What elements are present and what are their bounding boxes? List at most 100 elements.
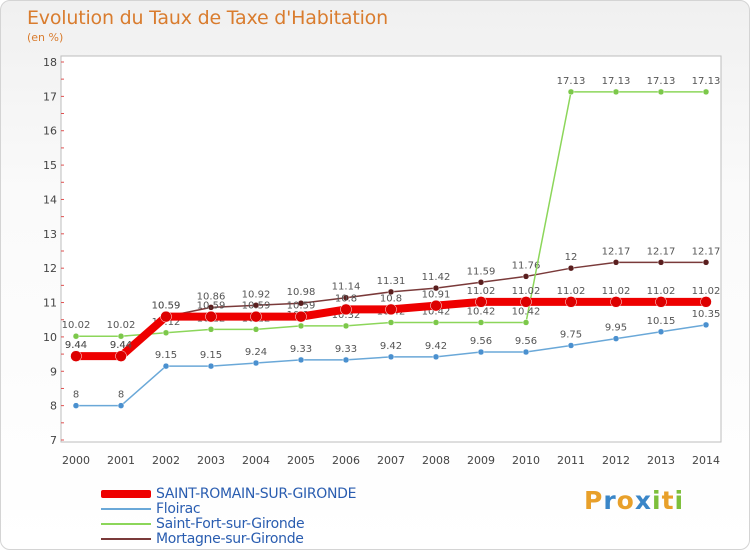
x-tick-label: 2011 xyxy=(557,454,585,467)
data-label-floirac: 9.42 xyxy=(380,341,402,352)
logo-letter: P xyxy=(584,486,604,515)
data-label-floirac: 9.15 xyxy=(155,350,177,361)
data-point-mortagne-sur-gironde xyxy=(567,264,575,272)
data-label-mortagne-sur-gironde: 11.31 xyxy=(377,276,406,287)
data-point-mortagne-sur-gironde xyxy=(252,302,260,309)
data-label-saint-romain-sur-gironde: 10.59 xyxy=(287,301,316,312)
legend-swatch xyxy=(101,538,151,540)
data-point-saint-romain-sur-gironde xyxy=(385,303,397,316)
logo-letter: t xyxy=(661,486,675,515)
x-tick-label: 2002 xyxy=(152,454,180,467)
data-label-mortagne-sur-gironde: 12.17 xyxy=(647,246,676,257)
data-label-saint-romain-sur-gironde: 10.59 xyxy=(152,301,181,312)
y-tick-label: 7 xyxy=(50,434,57,447)
data-label-mortagne-sur-gironde: 10.59 xyxy=(152,301,181,312)
data-point-mortagne-sur-gironde xyxy=(342,294,350,301)
data-label-saint-fort-sur-gironde: 10.32 xyxy=(332,310,361,321)
data-point-saint-fort-sur-gironde xyxy=(657,88,665,96)
data-label-saint-fort-sur-gironde: 10.42 xyxy=(512,306,541,317)
legend-swatch xyxy=(101,508,151,510)
data-label-saint-fort-sur-gironde: 10.02 xyxy=(62,320,91,331)
data-point-saint-romain-sur-gironde xyxy=(340,303,352,316)
data-point-saint-fort-sur-gironde xyxy=(117,332,125,340)
data-point-floirac xyxy=(567,342,575,349)
data-point-saint-romain-sur-gironde xyxy=(610,296,622,308)
data-point-saint-fort-sur-gironde xyxy=(432,319,440,326)
y-tick-label: 17 xyxy=(43,90,57,103)
data-label-saint-romain-sur-gironde: 11.02 xyxy=(602,286,631,297)
data-label-mortagne-sur-gironde: 12 xyxy=(565,252,578,263)
data-label-mortagne-sur-gironde: 11.42 xyxy=(422,272,451,283)
legend-swatch xyxy=(101,490,151,498)
y-tick-label: 16 xyxy=(43,125,57,138)
y-tick-label: 14 xyxy=(43,193,57,206)
data-point-saint-romain-sur-gironde xyxy=(115,350,127,362)
x-tick-label: 2014 xyxy=(692,454,720,467)
logo-letter: i xyxy=(674,486,685,515)
data-label-saint-romain-sur-gironde: 9.44 xyxy=(110,340,132,351)
data-label-floirac: 9.95 xyxy=(605,323,627,334)
data-label-floirac: 9.15 xyxy=(200,350,222,361)
plot-area xyxy=(60,55,722,443)
data-point-floirac xyxy=(657,328,665,336)
data-point-saint-fort-sur-gironde xyxy=(387,319,395,326)
data-label-mortagne-sur-gironde: 9.44 xyxy=(110,340,132,351)
data-point-mortagne-sur-gironde xyxy=(207,304,215,311)
data-point-floirac xyxy=(387,353,395,361)
data-point-mortagne-sur-gironde xyxy=(657,259,665,266)
x-tick-label: 2008 xyxy=(422,454,450,467)
data-point-saint-fort-sur-gironde xyxy=(72,332,80,340)
data-point-mortagne-sur-gironde xyxy=(612,259,620,266)
data-label-mortagne-sur-gironde: 9.44 xyxy=(65,340,87,351)
data-point-floirac xyxy=(207,362,215,370)
data-point-saint-romain-sur-gironde xyxy=(565,296,577,308)
data-label-floirac: 9.42 xyxy=(425,341,447,352)
data-label-mortagne-sur-gironde: 10.86 xyxy=(197,291,226,302)
y-tick-label: 10 xyxy=(43,331,57,344)
logo-letter: i xyxy=(652,486,662,515)
data-point-mortagne-sur-gironde xyxy=(522,273,530,280)
data-point-saint-romain-sur-gironde xyxy=(520,296,532,308)
proxiti-logo: Proxiti xyxy=(584,486,684,515)
x-tick-label: 2006 xyxy=(332,454,360,467)
data-label-saint-fort-sur-gironde: 17.13 xyxy=(692,76,721,87)
data-label-floirac: 9.24 xyxy=(245,347,267,358)
data-point-saint-fort-sur-gironde xyxy=(522,319,530,326)
data-label-saint-romain-sur-gironde: 10.59 xyxy=(242,301,271,312)
x-tick-label: 2000 xyxy=(62,454,90,467)
logo-letter: o xyxy=(616,486,635,515)
legend-label: Floirac xyxy=(156,501,201,517)
x-tick-label: 2009 xyxy=(467,454,495,467)
data-label-saint-romain-sur-gironde: 9.44 xyxy=(65,340,87,351)
data-label-mortagne-sur-gironde: 11.14 xyxy=(332,282,361,293)
data-point-saint-romain-sur-gironde xyxy=(475,296,487,308)
data-point-saint-fort-sur-gironde xyxy=(342,322,350,330)
data-point-saint-fort-sur-gironde xyxy=(252,326,260,333)
data-label-saint-romain-sur-gironde: 10.59 xyxy=(197,301,226,312)
chart-subtitle: (en %) xyxy=(27,31,64,44)
logo-letter: r xyxy=(603,486,617,515)
data-point-floirac xyxy=(432,353,440,361)
data-label-saint-romain-sur-gironde: 10.91 xyxy=(422,290,451,301)
data-point-mortagne-sur-gironde xyxy=(297,299,305,307)
legend-swatch xyxy=(101,523,151,525)
data-label-floirac: 10.35 xyxy=(692,309,721,320)
data-point-saint-fort-sur-gironde xyxy=(207,326,215,333)
data-point-mortagne-sur-gironde xyxy=(432,284,440,292)
x-tick-label: 2012 xyxy=(602,454,630,467)
data-label-floirac: 9.33 xyxy=(335,344,357,355)
y-tick-label: 9 xyxy=(50,365,57,378)
y-tick-label: 13 xyxy=(43,228,57,241)
x-tick-label: 2001 xyxy=(107,454,135,467)
logo-letter: x xyxy=(634,486,652,515)
data-label-saint-fort-sur-gironde: 17.13 xyxy=(602,76,631,87)
data-label-saint-fort-sur-gironde: 10.42 xyxy=(467,306,496,317)
data-label-saint-romain-sur-gironde: 10.8 xyxy=(335,293,357,304)
data-label-saint-fort-sur-gironde: 17.13 xyxy=(557,76,586,87)
data-point-floirac xyxy=(72,402,80,409)
data-point-saint-fort-sur-gironde xyxy=(297,322,305,330)
data-label-floirac: 8 xyxy=(118,390,124,401)
data-label-mortagne-sur-gironde: 11.76 xyxy=(512,260,541,271)
legend-label: Mortagne-sur-Gironde xyxy=(156,531,304,547)
